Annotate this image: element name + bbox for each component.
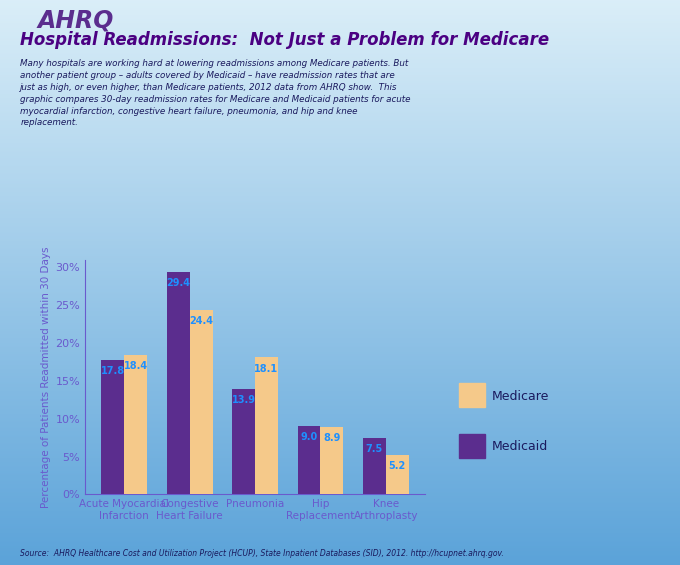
Bar — [363, 438, 386, 494]
Text: Medicare: Medicare — [492, 389, 549, 403]
Bar — [167, 272, 190, 494]
Text: 7.5: 7.5 — [366, 444, 383, 454]
Bar — [255, 358, 278, 494]
Text: 13.9: 13.9 — [232, 396, 256, 405]
Text: 24.4: 24.4 — [189, 316, 213, 326]
Text: Medicaid: Medicaid — [492, 440, 548, 454]
Bar — [124, 355, 147, 494]
Bar — [298, 427, 320, 494]
Bar — [386, 455, 409, 494]
Text: 18.4: 18.4 — [124, 361, 148, 371]
Bar — [101, 360, 124, 494]
Bar — [232, 389, 255, 494]
Text: Source:  AHRQ Healthcare Cost and Utilization Project (HCUP), State Inpatient Da: Source: AHRQ Healthcare Cost and Utiliza… — [20, 549, 504, 558]
Bar — [320, 427, 343, 494]
Text: 8.9: 8.9 — [323, 433, 341, 443]
Y-axis label: Percentage of Patients Readmitted within 30 Days: Percentage of Patients Readmitted within… — [41, 246, 51, 508]
Text: Many hospitals are working hard at lowering readmissions among Medicare patients: Many hospitals are working hard at lower… — [20, 59, 411, 127]
Text: 9.0: 9.0 — [301, 432, 318, 442]
Text: 18.1: 18.1 — [254, 363, 279, 373]
Text: 5.2: 5.2 — [388, 461, 406, 471]
Text: AHRQ: AHRQ — [37, 8, 114, 32]
Bar — [190, 310, 213, 494]
Text: Hospital Readmissions:  Not Just a Problem for Medicare: Hospital Readmissions: Not Just a Proble… — [20, 31, 549, 49]
Text: 17.8: 17.8 — [101, 366, 125, 376]
Text: 29.4: 29.4 — [166, 278, 190, 288]
